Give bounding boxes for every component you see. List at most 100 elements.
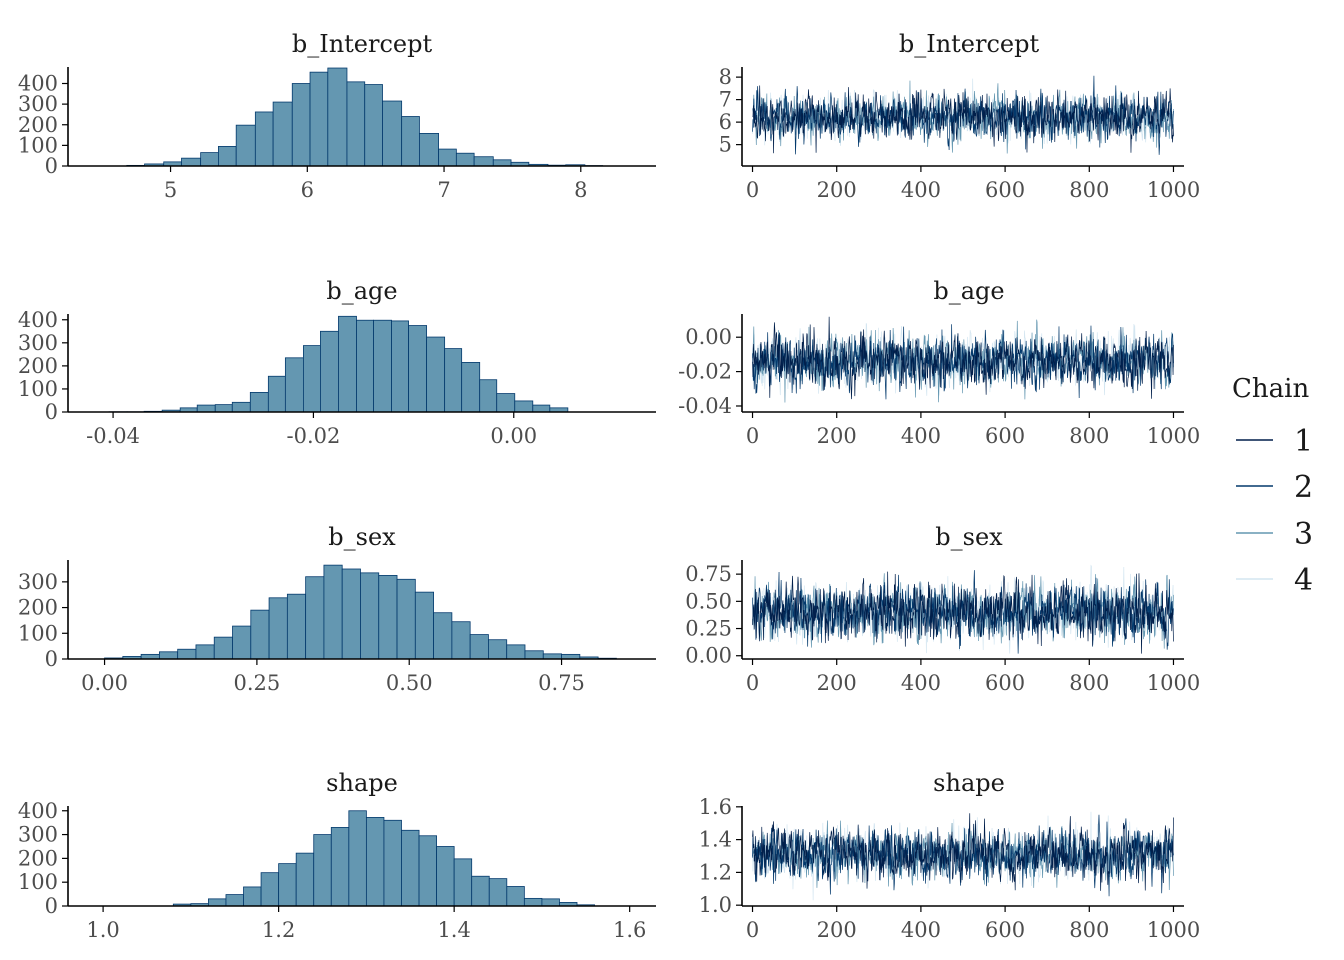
- hist-bar: [305, 576, 325, 660]
- hist-bar: [541, 898, 560, 907]
- y-tick-label: 200: [18, 113, 58, 137]
- hist-bar: [286, 593, 307, 660]
- x-tick-label: 1.6: [613, 918, 646, 942]
- y-tick-label: 300: [18, 570, 58, 594]
- x-tick-label: 0.75: [538, 671, 585, 695]
- panel-shape-trace: shape 0 200 400 600 800 1000 1.0 1.2 1.4 1.6: [699, 769, 1201, 942]
- x-tick-label: 1000: [1147, 671, 1200, 695]
- x-tick-label: 5: [164, 178, 177, 202]
- y-tick-label: 1.0: [699, 893, 732, 917]
- trace-lines-b-sex-trace: [752, 564, 1174, 654]
- hist-bar: [330, 827, 350, 907]
- hist-bar: [444, 348, 463, 413]
- x-tick-label: 600: [985, 918, 1025, 942]
- hist-bar: [453, 858, 473, 907]
- x-tick-label: 0: [746, 424, 759, 448]
- hist-bar: [373, 319, 392, 413]
- y-tick-label: 6: [719, 110, 732, 134]
- x-tick-label: 0.25: [234, 671, 281, 695]
- hist-bar: [232, 625, 252, 660]
- hist-bar: [382, 100, 403, 167]
- legend-label-2: 2: [1294, 470, 1313, 505]
- hist-bar: [218, 146, 237, 167]
- y-tick-label: 0.25: [685, 617, 732, 641]
- legend-entry-1: 1: [1236, 424, 1313, 459]
- hist-bar: [327, 67, 348, 167]
- panel-title-b-age-hist: b_age: [326, 277, 397, 305]
- hist-bar: [200, 152, 219, 167]
- y-tick-label: 5: [719, 133, 732, 157]
- x-tick-label: 400: [901, 178, 941, 202]
- y-tick-label: 8: [719, 65, 732, 89]
- y-tick-label: -0.04: [678, 394, 732, 418]
- hist-bar: [451, 621, 471, 660]
- legend-label-1: 1: [1294, 424, 1313, 459]
- hist-bar: [506, 644, 526, 660]
- x-tick-label: -0.04: [86, 424, 140, 448]
- hist-bar: [158, 651, 179, 660]
- legend-label-4: 4: [1294, 563, 1313, 598]
- hist-bar: [231, 401, 251, 413]
- hist-bar: [471, 875, 490, 907]
- hist-bar: [461, 362, 481, 413]
- x-tick-label: -0.02: [286, 424, 340, 448]
- hist-bar: [320, 330, 339, 413]
- trace-chain-1: [752, 813, 1174, 891]
- hist-bar: [532, 404, 551, 413]
- hist-bar: [181, 157, 202, 167]
- x-tick-label: 200: [817, 918, 857, 942]
- y-tick-label: 100: [18, 133, 58, 157]
- panel-title-b-sex-trace: b_sex: [935, 523, 1003, 551]
- y-tick-label: 1.2: [699, 860, 732, 884]
- hist-bar: [272, 101, 293, 167]
- trace-chain-1: [752, 571, 1174, 654]
- hist-bar: [243, 886, 262, 907]
- y-tick-label: 7: [719, 88, 732, 112]
- panel-title-b-sex-hist: b_sex: [328, 523, 396, 551]
- y-tick-label: 0.75: [685, 562, 732, 586]
- y-tick-label: -0.02: [678, 360, 732, 384]
- x-tick-label: 400: [901, 424, 941, 448]
- hist-bar: [249, 391, 269, 413]
- hist-bar: [473, 156, 494, 167]
- x-tick-label: 0.00: [81, 671, 128, 695]
- hist-bar: [408, 325, 428, 413]
- hist-bar: [348, 810, 367, 907]
- x-tick-label: 0: [746, 178, 759, 202]
- hist-bars-b-sex-hist: [104, 564, 617, 660]
- hist-bar: [267, 375, 286, 413]
- hist-bar: [295, 852, 315, 907]
- y-tick-label: 300: [18, 92, 58, 116]
- trace-chain-1: [752, 85, 1174, 154]
- x-tick-label: 400: [901, 918, 941, 942]
- y-tick-label: 200: [18, 354, 58, 378]
- panel-b-age-trace: b_age 0 200 400 600 800 1000 -0.04 -0.02 0.00: [678, 277, 1200, 448]
- hist-bars-b-intercept-hist: [126, 67, 604, 167]
- hist-bar: [383, 819, 402, 907]
- y-tick-label: 0.50: [685, 589, 732, 613]
- panel-title-b-intercept-trace: b_Intercept: [899, 30, 1040, 58]
- hist-bar: [235, 124, 256, 167]
- y-tick-label: 400: [18, 308, 58, 332]
- panel-title-b-intercept-hist: b_Intercept: [292, 30, 433, 58]
- hist-bar: [469, 634, 489, 660]
- hist-bar: [514, 400, 534, 413]
- x-tick-label: 800: [1069, 918, 1109, 942]
- x-tick-label: 800: [1069, 178, 1109, 202]
- y-tick-label: 300: [18, 331, 58, 355]
- y-tick-label: 0: [45, 154, 58, 178]
- hist-bar: [356, 319, 374, 413]
- hist-bar: [433, 612, 453, 660]
- x-tick-label: 1000: [1147, 918, 1200, 942]
- hist-bar: [419, 133, 439, 167]
- x-tick-label: 600: [985, 671, 1025, 695]
- hist-bar: [524, 650, 544, 660]
- x-tick-label: 0.50: [386, 671, 433, 695]
- legend-label-3: 3: [1294, 517, 1313, 552]
- y-tick-label: 1.6: [699, 795, 732, 819]
